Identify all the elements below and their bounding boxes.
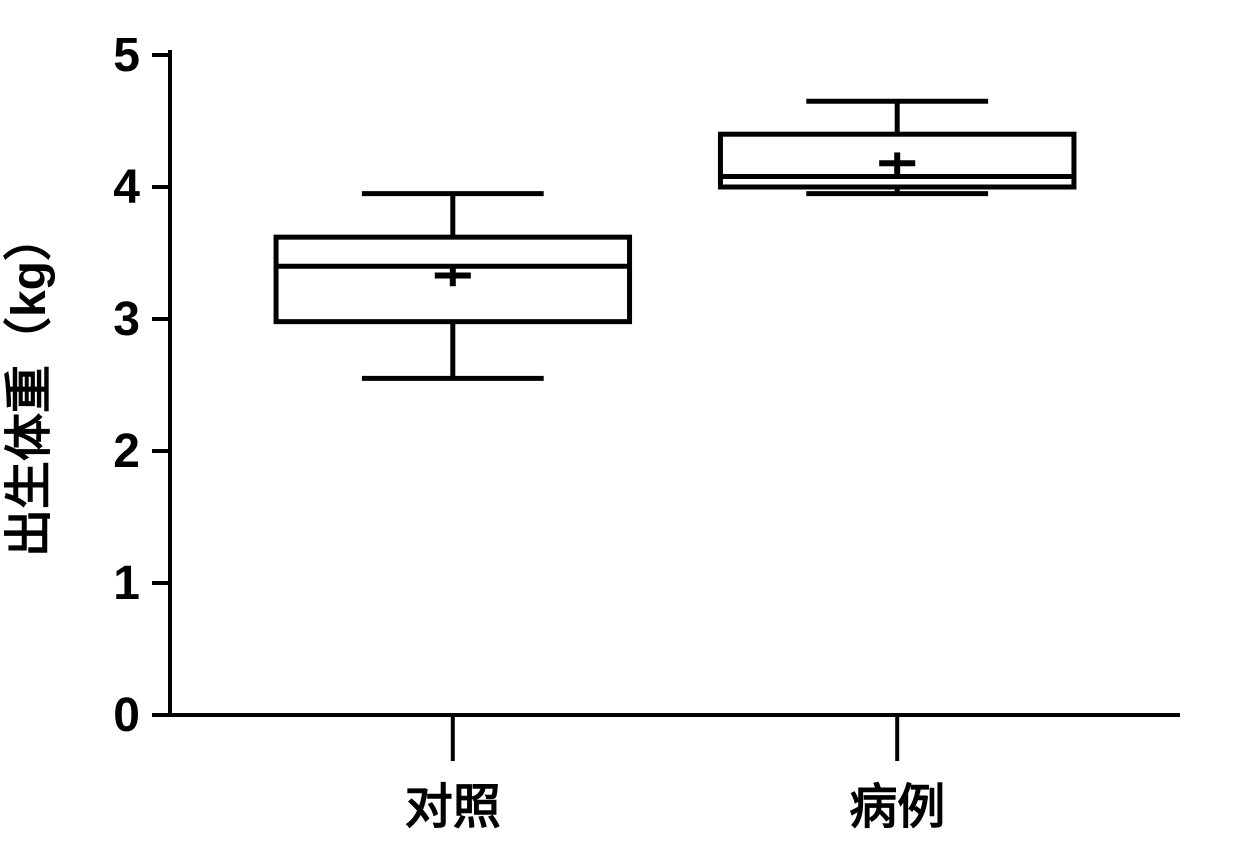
y-tick-label: 2 [113, 425, 140, 478]
boxplot-chart: 0 1 2 3 4 5 出生体重（kg） 对照 病例 [0, 0, 1240, 856]
y-tick-label: 1 [113, 557, 140, 610]
y-axis-label: 出生体重（kg） [3, 213, 56, 557]
y-tick-label: 4 [113, 161, 140, 214]
y-tick-label: 0 [113, 689, 140, 742]
y-tick-label: 3 [113, 293, 140, 346]
chart-svg: 0 1 2 3 4 5 出生体重（kg） 对照 病例 [0, 0, 1240, 856]
x-category-label: 对照 [405, 781, 501, 834]
y-tick-label: 5 [113, 29, 140, 82]
x-category-label: 病例 [849, 781, 945, 834]
